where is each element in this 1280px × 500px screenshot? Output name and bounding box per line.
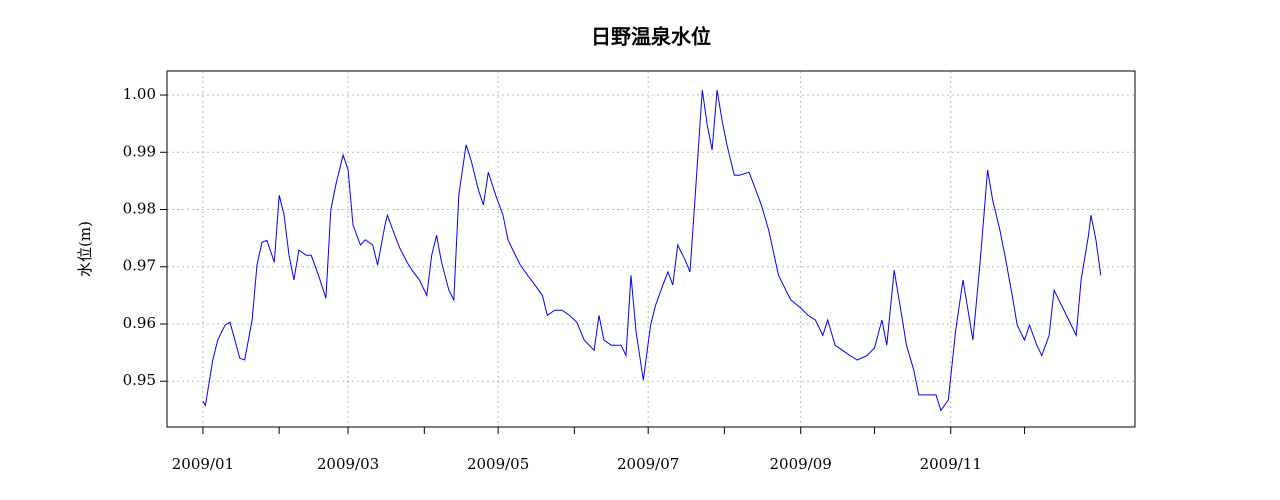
y-tick-label: 0.98: [123, 200, 156, 218]
y-tick-label: 0.99: [123, 142, 156, 160]
y-tick-label: 0.95: [123, 371, 156, 389]
x-tick-label: 2009/07: [617, 455, 679, 473]
x-tick-label: 2009/03: [317, 455, 379, 473]
y-tick-label: 1.00: [123, 85, 156, 103]
plot-frame: [166, 70, 1136, 428]
x-tick-label: 2009/09: [770, 455, 832, 473]
chart-title: 日野温泉水位: [591, 25, 711, 49]
y-tick-label: 0.96: [123, 314, 156, 332]
y-axis-label: 水位(m): [76, 221, 94, 277]
y-tick-label: 0.97: [123, 257, 156, 275]
x-tick-label: 2009/11: [920, 455, 982, 473]
x-tick-label: 2009/05: [467, 455, 529, 473]
x-tick-label: 2009/01: [172, 455, 234, 473]
data-line: [202, 89, 1102, 412]
